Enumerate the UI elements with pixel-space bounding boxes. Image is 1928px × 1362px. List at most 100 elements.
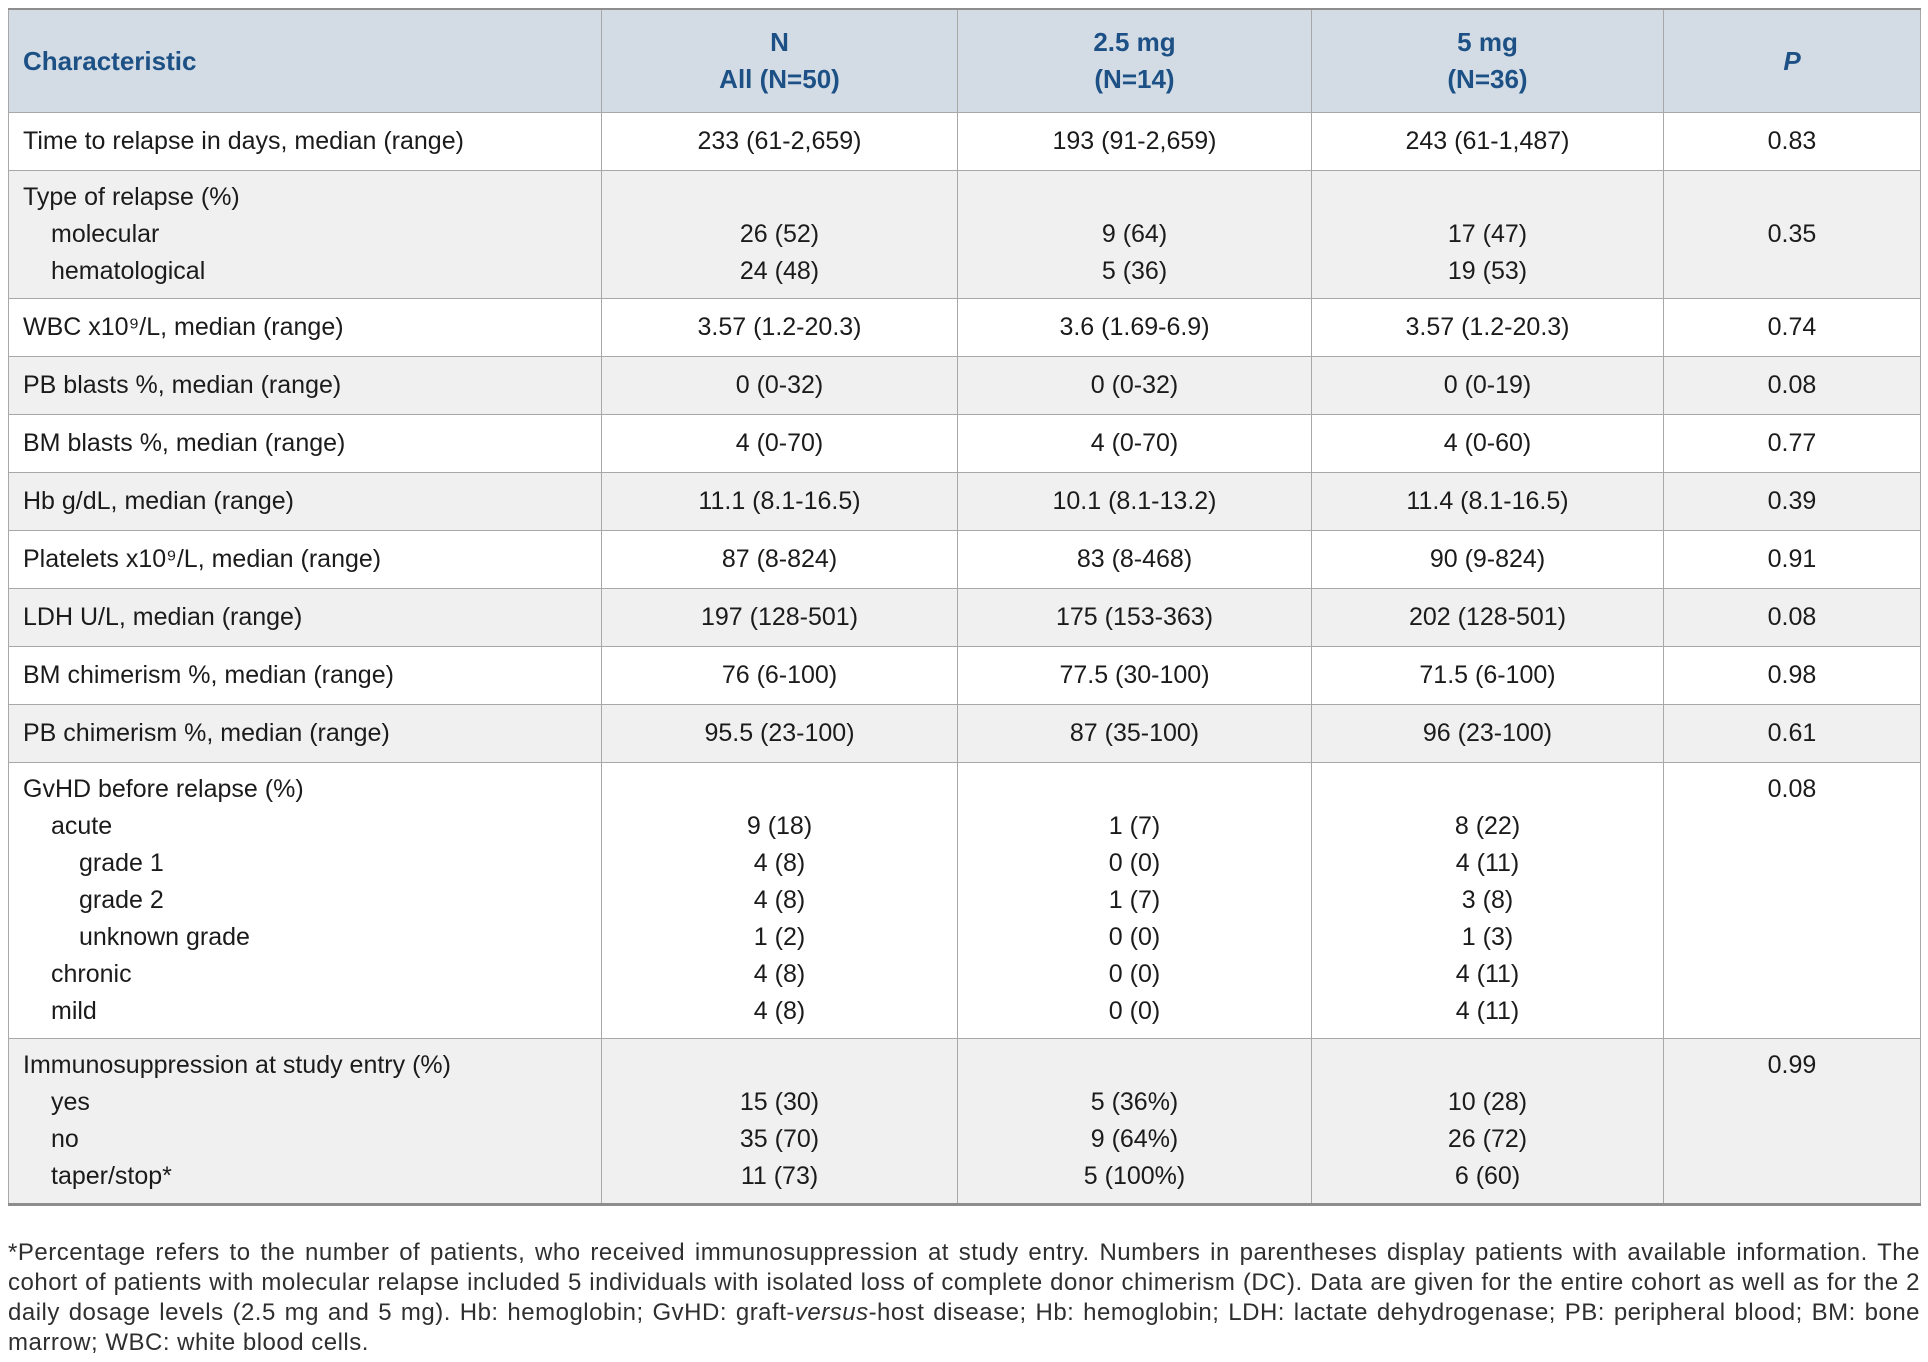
characteristic-label: unknown grade (79, 923, 250, 951)
value: 11.1 (8.1-16.5) (698, 487, 861, 515)
p-value (1668, 179, 1916, 216)
value-cell: 0 (0-32) (957, 356, 1312, 415)
p-value-cell: 0.35 (1663, 170, 1921, 299)
p-value: 0.83 (1767, 127, 1817, 155)
value-cell: 233 (61-2,659) (601, 112, 958, 171)
value-cell: 90 (9-824) (1311, 530, 1664, 589)
characteristic-cell: Type of relapse (%) molecular hematologica… (8, 170, 602, 299)
p-value: 0.39 (1767, 487, 1817, 515)
characteristic-label: Hb g/dL, median (range) (23, 487, 294, 515)
characteristic-label: LDH U/L, median (range) (23, 603, 303, 631)
table-header-row: Characteristic N All (N=50) 2.5 mg (N=14) 5 m… (8, 8, 1921, 113)
column-header-label: 2.5 mg (1093, 27, 1176, 57)
characteristic-cell: Time to relapse in days, median (range) (8, 112, 602, 171)
value: 26 (72) (1447, 1125, 1528, 1153)
footnote-segment: -host disease; Hb: hemoglobin; LDH: lact… (8, 1299, 1921, 1356)
p-value: 0.35 (1767, 220, 1817, 248)
value: 197 (128-501) (700, 603, 859, 631)
value-cell: 3.57 (1.2-20.3) (1311, 298, 1664, 357)
value: 9 (64) (1101, 220, 1168, 248)
value-cell: 5 (36%) 9 (64%) 5 (100%) (957, 1038, 1312, 1205)
characteristic-label: Platelets x10⁹/L, median (range) (23, 545, 382, 573)
value-cell: 8 (22) 4 (11) 3 (8) 1 (3) 4 (11) 4 (11) (1311, 762, 1664, 1039)
column-header-dose-2-5mg: 2.5 mg (N=14) (957, 8, 1312, 113)
value-cell: 9 (64) 5 (36) (957, 170, 1312, 299)
characteristic-label: acute (51, 812, 113, 840)
p-value-cell: 0.08 (1663, 762, 1921, 1039)
characteristic-cell: GvHD before relapse (%) acute grade 1 grade… (8, 762, 602, 1039)
characteristic-label: WBC x10⁹/L, median (range) (23, 313, 344, 341)
value-cell: 4 (0-70) (957, 414, 1312, 473)
characteristic-label: Type of relapse (%) (23, 183, 240, 211)
value: 96 (23-100) (1422, 719, 1553, 747)
value (1316, 179, 1659, 216)
characteristic-cell: WBC x10⁹/L, median (range) (8, 298, 602, 357)
characteristic-label: grade 1 (79, 849, 164, 877)
value: 4 (11) (1455, 960, 1520, 988)
value-cell: 11.4 (8.1-16.5) (1311, 472, 1664, 531)
value: 1 (7) (1108, 886, 1161, 914)
value: 4 (0-70) (1090, 429, 1179, 457)
value: 0 (0) (1108, 849, 1161, 877)
p-value: 0.08 (1767, 775, 1817, 803)
p-value (1668, 956, 1916, 993)
value-cell: 83 (8-468) (957, 530, 1312, 589)
value-cell: 17 (47) 19 (53) (1311, 170, 1664, 299)
characteristic-label: taper/stop* (51, 1162, 172, 1190)
characteristic-cell: BM blasts %, median (range) (8, 414, 602, 473)
characteristic-label: BM blasts %, median (range) (23, 429, 346, 457)
value (962, 771, 1307, 808)
value-cell: 1 (7) 0 (0) 1 (7) 0 (0) 0 (0) 0 (0) (957, 762, 1312, 1039)
characteristic-cell: LDH U/L, median (range) (8, 588, 602, 647)
value: 1 (3) (1461, 923, 1514, 951)
characteristic-cell: PB blasts %, median (range) (8, 356, 602, 415)
characteristic-label: hematological (51, 257, 206, 285)
value-cell: 26 (52) 24 (48) (601, 170, 958, 299)
p-value (1668, 1158, 1916, 1195)
value: 5 (36) (1101, 257, 1168, 285)
p-value (1668, 882, 1916, 919)
characteristic-label: mild (51, 997, 97, 1025)
p-value (1668, 808, 1916, 845)
value: 8 (22) (1454, 812, 1521, 840)
value: 0 (0-32) (735, 371, 824, 399)
value: 202 (128-501) (1408, 603, 1567, 631)
value-cell: 15 (30) 35 (70) 11 (73) (601, 1038, 958, 1205)
value: 175 (153-363) (1055, 603, 1214, 631)
characteristic-label: PB blasts %, median (range) (23, 371, 342, 399)
value: 10.1 (8.1-13.2) (1052, 487, 1217, 515)
value (1316, 771, 1659, 808)
value: 0 (0-32) (1090, 371, 1179, 399)
value: 11.4 (8.1-16.5) (1406, 487, 1569, 515)
value: 0 (0-19) (1443, 371, 1532, 399)
value: 4 (11) (1455, 849, 1520, 877)
column-header-label: P (1783, 45, 1801, 76)
column-header-label: (N=36) (1447, 64, 1528, 94)
table-row-group: LDH U/L, median (range) 197 (128-501) 175 … (8, 588, 1921, 647)
value-cell: 71.5 (6-100) (1311, 646, 1664, 705)
value: 4 (0-70) (735, 429, 824, 457)
footnote-segment: *Percentage refers to the number of pati… (8, 1239, 1920, 1326)
value-cell: 10.1 (8.1-13.2) (957, 472, 1312, 531)
column-header-label: N (770, 27, 789, 57)
value: 243 (61-1,487) (1405, 127, 1570, 155)
table-row-group: Time to relapse in days, median (range) 2… (8, 112, 1921, 171)
value-cell: 202 (128-501) (1311, 588, 1664, 647)
column-header-label: 5 mg (1457, 27, 1518, 57)
characteristic-label: PB chimerism %, median (range) (23, 719, 390, 747)
value: 4 (8) (753, 849, 806, 877)
p-value-cell: 0.99 (1663, 1038, 1921, 1205)
value: 193 (91-2,659) (1052, 127, 1217, 155)
characteristic-label: grade 2 (79, 886, 164, 914)
p-value-cell: 0.83 (1663, 112, 1921, 171)
column-header-characteristic: Characteristic (8, 8, 602, 113)
p-value-cell: 0.08 (1663, 588, 1921, 647)
value: 15 (30) (739, 1088, 820, 1116)
value: 3.57 (1.2-20.3) (1405, 313, 1570, 341)
p-value: 0.99 (1767, 1051, 1817, 1079)
characteristic-cell: PB chimerism %, median (range) (8, 704, 602, 763)
table-row-group: WBC x10⁹/L, median (range) 3.57 (1.2-20.3… (8, 298, 1921, 357)
value: 95.5 (23-100) (704, 719, 855, 747)
table-body: Time to relapse in days, median (range) 2… (8, 112, 1921, 1205)
value: 0 (0) (1108, 960, 1161, 988)
